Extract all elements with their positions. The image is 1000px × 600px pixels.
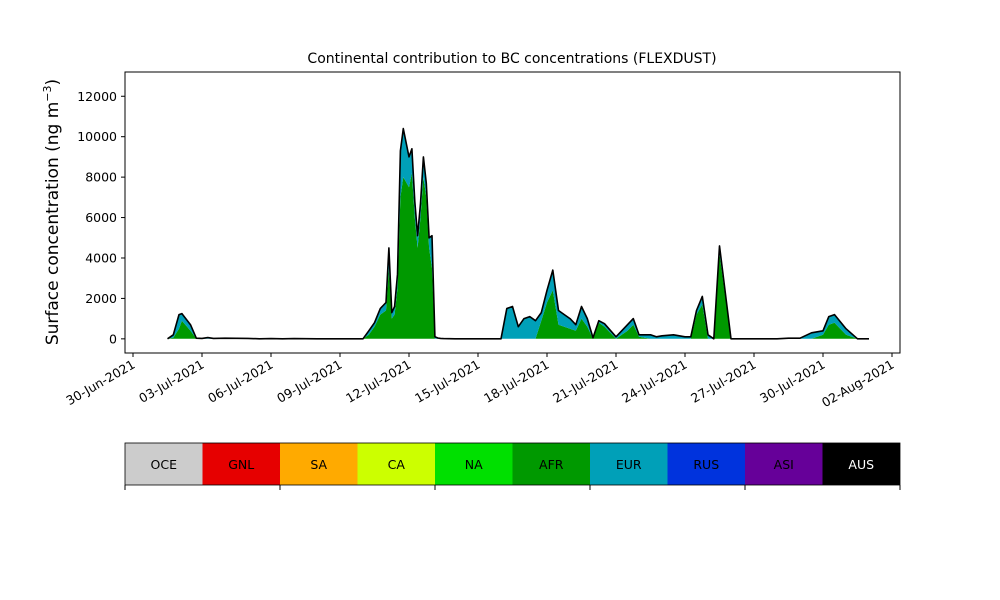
legend-frame <box>124 442 901 486</box>
x-tick-label: 12-Jul-2021 <box>343 357 413 406</box>
legend-swatch-eur <box>590 443 668 485</box>
legend-label-afr: AFR <box>539 457 564 472</box>
legend-label-asi: ASI <box>774 457 794 472</box>
y-axis-label-main: Surface concentration (ng m <box>43 102 63 345</box>
y-tick-label: 0 <box>109 331 117 346</box>
y-tick-label: 2000 <box>85 291 117 306</box>
y-tick-label: 12000 <box>77 89 117 104</box>
plot-area <box>167 127 869 340</box>
legend-swatch-rus <box>667 443 745 485</box>
y-axis: 0 2000 4000 6000 8000 10000 12000 <box>77 89 125 346</box>
legend-label-oce: OCE <box>151 457 178 472</box>
legend-swatch-afr <box>512 443 590 485</box>
x-tick-label: 30-Jul-2021 <box>757 357 827 406</box>
x-tick-label: 09-Jul-2021 <box>274 357 344 406</box>
x-tick-label: 06-Jul-2021 <box>205 357 275 406</box>
legend-swatch-gnl <box>202 443 280 485</box>
legend-label-na: NA <box>465 457 483 472</box>
legend-label-gnl: GNL <box>228 457 254 472</box>
legend-label-ca: CA <box>388 457 406 472</box>
legend-swatch-oce <box>125 443 203 485</box>
legend-colorbar: OCE GNL SA CA NA AFR EUR RUS ASI AUS <box>124 442 901 490</box>
x-tick-label: 02-Aug-2021 <box>819 357 897 410</box>
x-tick-label: 30-Jun-2021 <box>63 357 137 408</box>
legend-label-sa: SA <box>310 457 327 472</box>
y-tick-label: 8000 <box>85 170 117 185</box>
legend-swatch-asi <box>745 443 823 485</box>
legend-swatch-sa <box>280 443 358 485</box>
legend-swatch-na <box>435 443 513 485</box>
y-axis-label-sup: −3 <box>41 85 54 101</box>
y-axis-label-close: ) <box>43 79 63 86</box>
total-line <box>167 127 869 340</box>
y-tick-label: 4000 <box>85 250 117 265</box>
x-tick-label: 27-Jul-2021 <box>688 357 758 406</box>
legend-swatch-aus <box>822 443 900 485</box>
chart-title: Continental contribution to BC concentra… <box>307 51 716 67</box>
legend-label-aus: AUS <box>848 457 874 472</box>
plot-frame <box>124 71 901 354</box>
y-tick-label: 6000 <box>85 210 117 225</box>
x-tick-label: 21-Jul-2021 <box>550 357 620 406</box>
y-axis-label: Surface concentration (ng m−3) <box>41 79 63 345</box>
legend-label-eur: EUR <box>616 457 642 472</box>
x-tick-label: 15-Jul-2021 <box>412 357 482 406</box>
legend-label-rus: RUS <box>693 457 719 472</box>
y-tick-label: 10000 <box>77 129 117 144</box>
x-tick-label: 18-Jul-2021 <box>481 357 551 406</box>
area-eur <box>167 128 869 339</box>
area-asi <box>167 128 869 339</box>
area-afr <box>167 173 869 339</box>
x-tick-label: 03-Jul-2021 <box>136 357 206 406</box>
legend-swatch-ca <box>357 443 435 485</box>
x-axis: 30-Jun-202103-Jul-202106-Jul-202109-Jul-… <box>63 353 897 410</box>
x-tick-label: 24-Jul-2021 <box>619 357 689 406</box>
